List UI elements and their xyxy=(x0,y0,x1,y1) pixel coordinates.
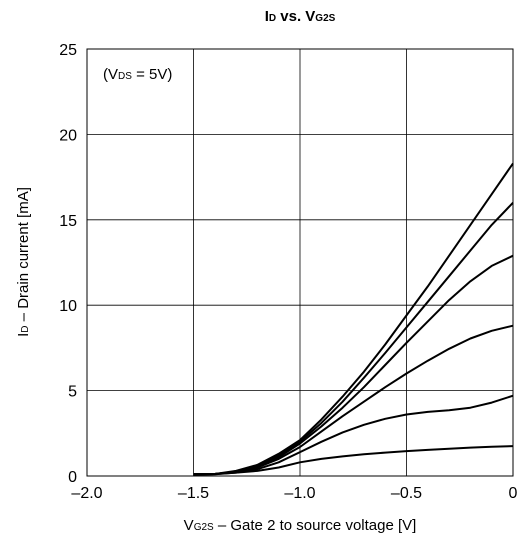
plot-area-frame xyxy=(86,48,514,477)
condition-annotation: (VDS = 5V) xyxy=(103,66,172,83)
x-tick-label: –1.0 xyxy=(284,485,315,502)
y-axis-label: ID – Drain current [mA] xyxy=(15,187,32,337)
y-tick-label: 0 xyxy=(68,469,77,486)
xlabel-subscript: G2S xyxy=(194,522,214,533)
series-line xyxy=(193,162,514,476)
series-line xyxy=(193,394,514,476)
x-axis-ticks: –2.0 –1.5 –1.0 –0.5 0 xyxy=(71,485,517,502)
y-tick-label: 25 xyxy=(59,42,77,59)
x-tick-label: –1.5 xyxy=(178,485,209,502)
xlabel-part: – Gate 2 to source voltage [V] xyxy=(214,517,417,534)
grid xyxy=(86,48,514,477)
annotation-part: = 5V) xyxy=(132,66,172,83)
x-tick-label: –0.5 xyxy=(391,485,422,502)
x-tick-label: –2.0 xyxy=(71,485,102,502)
title-subscript: G2S xyxy=(315,13,335,24)
y-axis-ticks: 0 5 10 15 20 25 xyxy=(59,42,77,486)
title-part: I xyxy=(265,8,269,25)
xlabel-part: V xyxy=(184,517,194,534)
series-line xyxy=(193,254,514,476)
chart-title: ID vs. VG2S xyxy=(265,8,336,25)
curves xyxy=(193,162,514,476)
ylabel-subscript: D xyxy=(20,325,31,332)
annotation-part: (V xyxy=(103,66,118,83)
x-tick-label: 0 xyxy=(509,485,518,502)
y-tick-label: 15 xyxy=(59,213,77,230)
title-part: vs. V xyxy=(276,8,315,25)
series-line xyxy=(193,324,514,476)
ylabel-part: I xyxy=(15,333,32,337)
x-axis-label: VG2S – Gate 2 to source voltage [V] xyxy=(184,517,417,534)
y-tick-label: 20 xyxy=(59,127,77,144)
ylabel-part: – Drain current [mA] xyxy=(15,187,32,325)
annotation-subscript: DS xyxy=(118,71,132,82)
y-tick-label: 5 xyxy=(68,384,77,401)
series-line xyxy=(193,202,514,476)
title-subscript: D xyxy=(269,13,276,24)
y-tick-label: 10 xyxy=(59,298,77,315)
